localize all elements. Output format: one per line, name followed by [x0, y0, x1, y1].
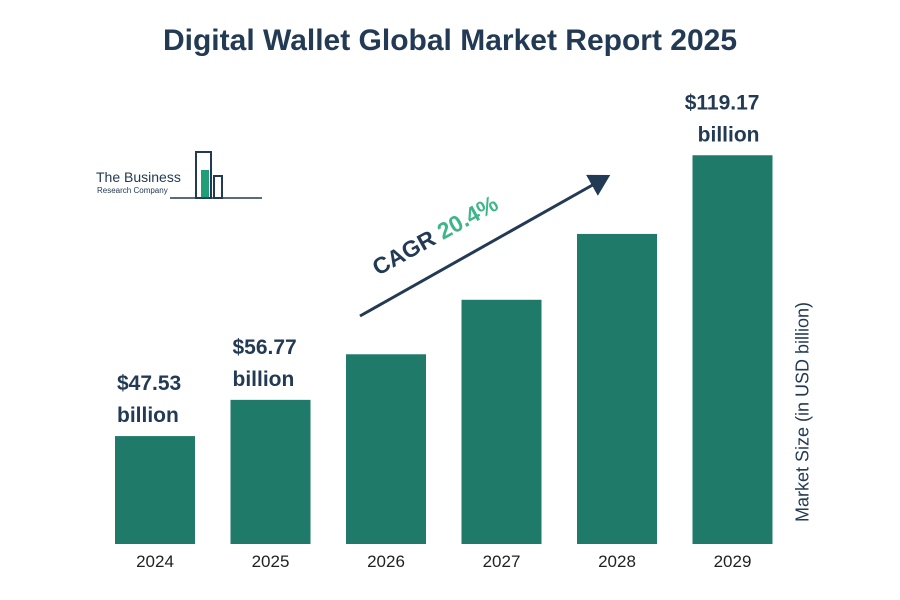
data-label: billion	[698, 123, 760, 146]
data-label: $119.17	[685, 91, 760, 114]
bar-2028	[577, 233, 657, 545]
x-tick-label: 2027	[483, 552, 521, 571]
data-label: $47.53	[117, 372, 181, 395]
chart-title: Digital Wallet Global Market Report 2025	[162, 24, 738, 57]
data-label: billion	[233, 368, 295, 391]
bar-2026	[346, 354, 426, 544]
bar-2029	[692, 155, 773, 544]
x-tick-label: 2024	[136, 552, 174, 571]
cagr-arrow	[359, 174, 611, 318]
cagr-annotation: CAGR 20.4%	[368, 190, 502, 280]
x-tick-label: 2025	[252, 552, 290, 571]
x-tick-label: 2026	[367, 552, 405, 571]
x-tick-label: 2029	[714, 552, 752, 571]
x-tick-label: 2028	[598, 552, 636, 571]
logo-text-line1: The Business	[96, 169, 181, 185]
logo-buildings-icon	[170, 151, 262, 199]
logo-text-line2: Research Company	[97, 186, 168, 195]
bar-2027	[461, 299, 542, 544]
data-label: billion	[117, 404, 179, 427]
bar-2024	[115, 436, 195, 544]
bar-2025	[230, 399, 311, 544]
y-axis-label: Market Size (in USD billion)	[792, 301, 813, 523]
data-label: $56.77	[233, 336, 297, 359]
company-logo: The Business Research Company	[96, 150, 266, 202]
